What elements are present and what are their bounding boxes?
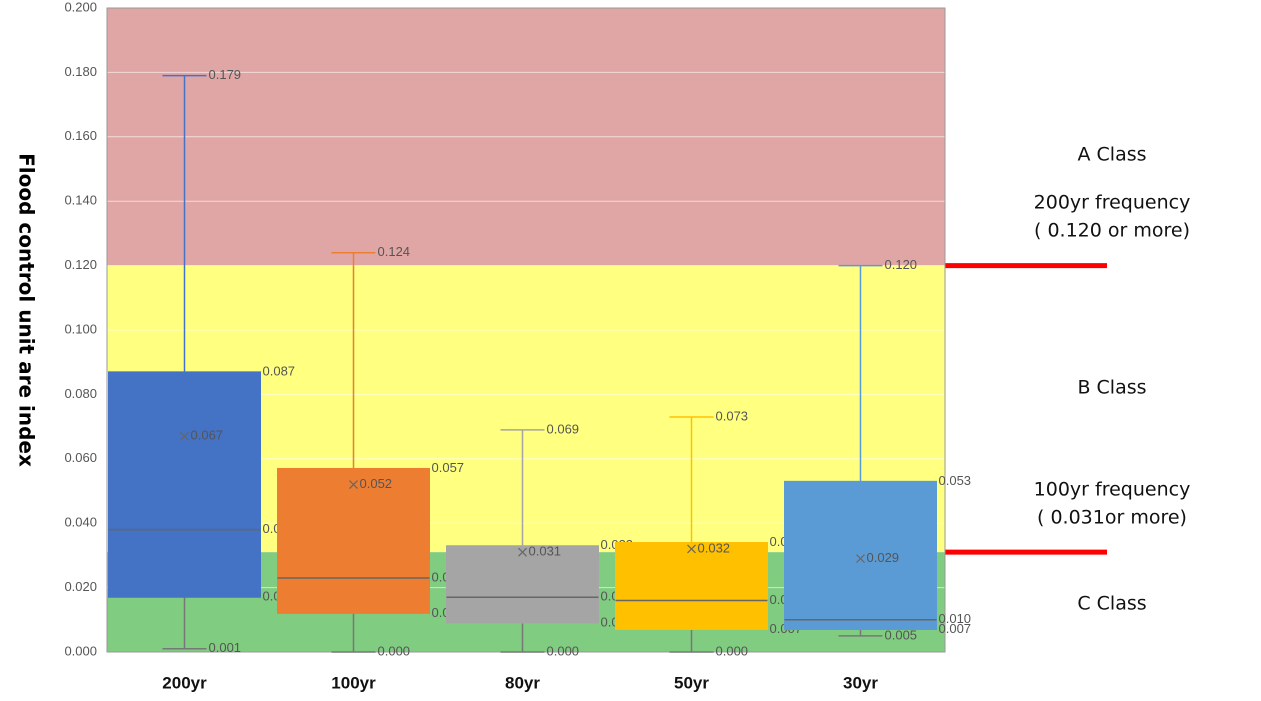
- y-tick-label: 0.060: [64, 450, 97, 465]
- box: [277, 467, 430, 614]
- y-tick-label: 0.000: [64, 643, 97, 658]
- zone-note: ( 0.031or more): [1037, 507, 1187, 529]
- value-label: 0.029: [867, 550, 900, 565]
- value-label: 0.087: [263, 363, 296, 378]
- value-label: 0.031: [529, 544, 562, 559]
- y-tick-label: 0.040: [64, 515, 97, 530]
- x-tick-label: 50yr: [674, 673, 709, 692]
- box: [615, 542, 768, 630]
- x-tick-label: 200yr: [162, 673, 207, 692]
- value-label: 0.005: [885, 627, 918, 642]
- value-label: 0.000: [716, 643, 749, 658]
- mean-marker: [180, 431, 189, 441]
- y-tick-label: 0.100: [64, 321, 97, 336]
- y-tick-label: 0.080: [64, 386, 97, 401]
- value-label: 0.053: [939, 473, 972, 488]
- x-tick-label: 30yr: [843, 673, 878, 692]
- zone-label: C Class: [1077, 593, 1146, 615]
- value-label: 0.000: [547, 643, 580, 658]
- y-tick-label: 0.180: [64, 64, 97, 79]
- zone-label: A Class: [1077, 144, 1146, 166]
- mean-marker: [856, 554, 865, 564]
- value-label: 0.120: [885, 257, 918, 272]
- y-tick-label: 0.020: [64, 579, 97, 594]
- value-label: 0.000: [378, 643, 411, 658]
- box: [784, 480, 937, 630]
- value-label: 0.179: [209, 67, 242, 82]
- value-label: 0.010: [939, 611, 972, 626]
- y-tick-label: 0.160: [64, 128, 97, 143]
- value-label: 0.007: [939, 621, 972, 636]
- y-tick-label: 0.120: [64, 257, 97, 272]
- zone-note: 200yr frequency: [1034, 192, 1191, 214]
- zone-note: ( 0.120 or more): [1034, 220, 1190, 242]
- value-label: 0.069: [547, 421, 580, 436]
- zone-label: B Class: [1077, 377, 1146, 399]
- mean-marker: [687, 544, 696, 554]
- y-tick-label: 0.140: [64, 193, 97, 208]
- x-tick-label: 80yr: [505, 673, 540, 692]
- box: [108, 371, 261, 598]
- value-label: 0.073: [716, 408, 749, 423]
- box: [446, 545, 599, 624]
- value-label: 0.052: [360, 476, 393, 491]
- value-label: 0.124: [378, 244, 411, 259]
- mean-marker: [518, 547, 527, 557]
- mean-marker: [349, 480, 358, 489]
- y-tick-label: 0.200: [64, 0, 97, 14]
- value-label: 0.032: [698, 540, 731, 555]
- x-tick-label: 100yr: [331, 673, 376, 692]
- zone-note: 100yr frequency: [1034, 479, 1191, 501]
- value-label: 0.057: [432, 460, 465, 475]
- value-label: 0.067: [191, 428, 224, 443]
- value-label: 0.001: [209, 640, 242, 655]
- y-axis-label: Flood control unit are index: [15, 153, 39, 467]
